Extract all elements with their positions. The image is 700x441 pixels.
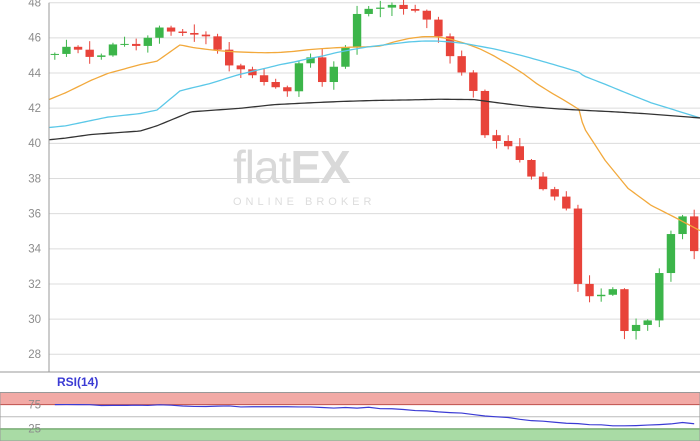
- svg-text:25: 25: [28, 424, 41, 436]
- svg-text:42: 42: [28, 103, 41, 115]
- svg-text:30: 30: [28, 314, 41, 326]
- svg-text:48: 48: [28, 0, 41, 10]
- svg-text:28: 28: [28, 349, 41, 361]
- svg-text:75: 75: [28, 399, 41, 411]
- svg-text:34: 34: [28, 244, 41, 256]
- svg-text:44: 44: [28, 68, 41, 80]
- svg-text:46: 46: [28, 33, 41, 45]
- svg-text:40: 40: [28, 138, 41, 150]
- svg-text:32: 32: [28, 279, 41, 291]
- svg-text:36: 36: [28, 208, 41, 220]
- svg-text:38: 38: [28, 173, 41, 185]
